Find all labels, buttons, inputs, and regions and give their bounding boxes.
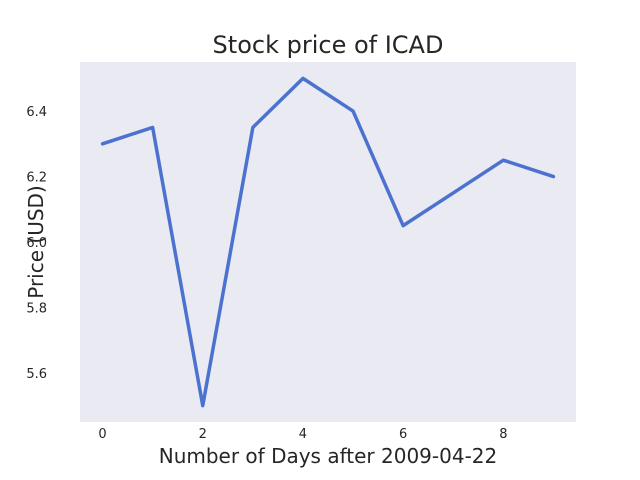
y-tick-label: 5.6	[26, 367, 47, 382]
x-tick-label: 0	[98, 427, 106, 442]
x-tick-label: 6	[399, 427, 407, 442]
plot-area	[80, 62, 576, 422]
x-tick-label: 2	[199, 427, 207, 442]
x-axis-ticks: 0 2 4 6 8	[98, 427, 507, 442]
x-tick-label: 8	[499, 427, 507, 442]
y-tick-label: 6.0	[26, 236, 47, 251]
data-points	[102, 78, 554, 406]
chart-title: Stock price of ICAD	[213, 31, 444, 59]
y-tick-label: 6.4	[26, 105, 47, 120]
y-tick-label: 6.2	[26, 171, 47, 186]
x-axis-label: Number of Days after 2009-04-22	[159, 444, 498, 468]
x-tick-label: 4	[299, 427, 307, 442]
y-tick-label: 5.8	[26, 301, 47, 316]
y-axis-label: Price (USD)	[24, 185, 48, 299]
y-axis-ticks: 5.6 5.8 6.0 6.2 6.4	[26, 105, 47, 382]
series-line	[100, 76, 556, 408]
